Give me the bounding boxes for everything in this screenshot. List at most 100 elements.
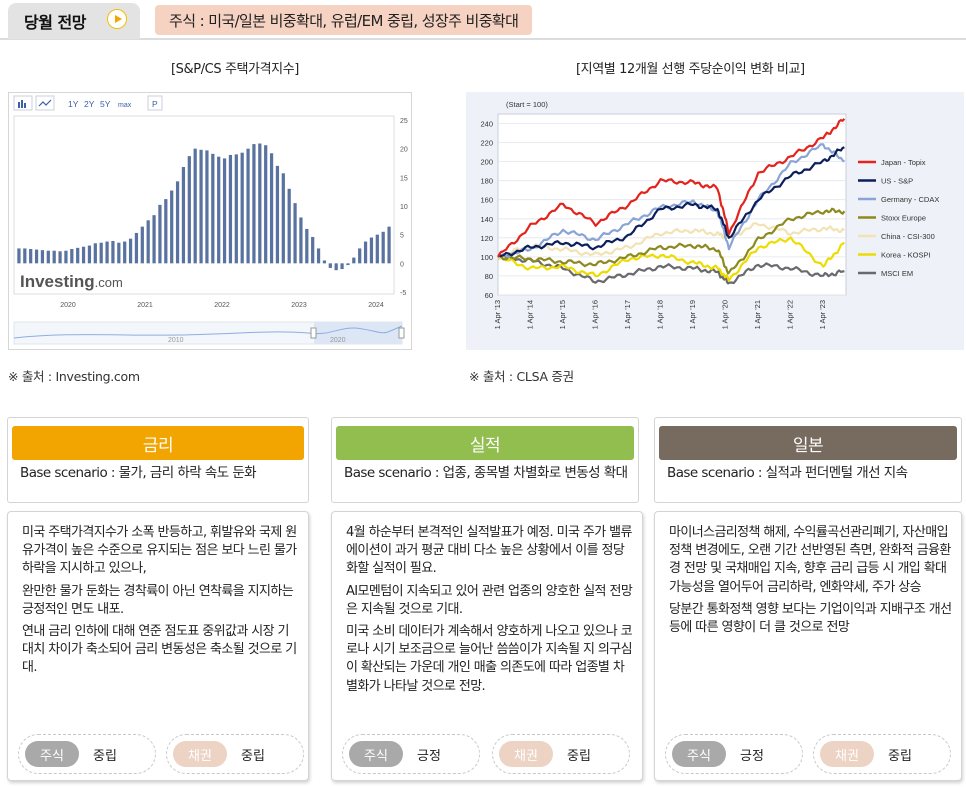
play-icon[interactable]	[107, 9, 127, 29]
card-rates-title: 금리	[12, 426, 304, 460]
bar	[175, 181, 180, 264]
bar	[134, 232, 139, 264]
bar-chart-icon-bar	[21, 100, 23, 108]
bar	[29, 249, 33, 264]
bar	[346, 263, 350, 266]
bar	[328, 263, 332, 268]
bar	[187, 156, 191, 264]
bond-chip: 채권	[820, 741, 874, 767]
x-tick-label: 1 Apr '15	[558, 300, 567, 329]
navigator-window[interactable]	[314, 322, 402, 344]
stock-view-tag: 주식 중립	[18, 734, 156, 774]
bar	[199, 149, 203, 264]
bond-view-value: 중립	[241, 748, 265, 764]
x-tick-label: 1 Apr '21	[753, 300, 762, 329]
navigator-handle-left[interactable]	[310, 327, 317, 339]
legend-label: Korea - KOSPI	[881, 251, 931, 260]
y-tick-label: 240	[480, 120, 493, 129]
bar	[193, 148, 197, 264]
card-paragraph: 완만한 물가 둔화는 경착륙이 아닌 연착륙을 지지하는 긍정적인 면도 내포.	[22, 583, 294, 617]
x-tick-label: 1 Apr '18	[656, 300, 665, 329]
range-1y-button[interactable]: 1Y	[68, 99, 79, 109]
card-japan-title: 일본	[659, 426, 957, 460]
y-tick-label: 220	[480, 139, 493, 148]
bond-view-tag: 채권 중립	[492, 734, 630, 774]
stock-view-tag: 주식 긍정	[665, 734, 803, 774]
stock-view-value: 긍정	[417, 748, 441, 764]
y-axis: 240 220 200 180 160 140 120 100 80 60	[480, 120, 493, 301]
bar	[369, 237, 374, 264]
bar	[387, 226, 391, 264]
line-chart-icon[interactable]	[35, 95, 55, 111]
y-tick-label: 60	[485, 291, 493, 300]
x-tick-label: 2024	[368, 302, 384, 309]
bar	[52, 250, 56, 264]
bar	[217, 156, 221, 264]
y-axis: 25 20 15 10 5 0 -5	[400, 118, 408, 297]
x-tick-label: 1 Apr '16	[591, 300, 600, 329]
bar	[246, 148, 250, 264]
card-japan-text: 마이너스금리정책 해제, 수익률곡선관리폐기, 자산매입정책 변경에도, 오랜 …	[669, 524, 953, 641]
bar	[316, 248, 321, 264]
card-paragraph: 당분간 통화정책 영향 보다는 기업이익과 지배구조 개선 등에 따른 영향이 …	[669, 601, 952, 636]
bar	[258, 143, 262, 264]
card-paragraph: 미국 주택가격지수가 소폭 반등하고, 휘발유와 국제 원유가격이 높은 수준으…	[22, 525, 297, 577]
bar	[311, 236, 315, 264]
stock-chip: 주식	[25, 741, 79, 767]
bar-series	[17, 143, 391, 271]
bar	[93, 243, 97, 264]
bar	[375, 234, 379, 264]
x-tick-label: 2023	[291, 302, 307, 309]
bar-chart-icon-bar	[24, 103, 26, 108]
series-line-china-csi-300	[497, 222, 846, 260]
stock-view-value: 중립	[93, 748, 117, 764]
bar	[181, 167, 186, 264]
series-line-us-s-p	[497, 146, 845, 258]
series-line-stoxx-europe	[497, 207, 846, 275]
x-tick-label: 1 Apr '22	[786, 300, 795, 329]
pin-button-label: P	[152, 99, 158, 109]
left-chart-source: ※ 출처 : Investing.com	[8, 369, 140, 384]
stock-view-value: 긍정	[740, 748, 764, 764]
range-2y-button[interactable]: 2Y	[84, 99, 95, 109]
bar-chart-icon-bar	[18, 102, 20, 108]
bar	[264, 145, 268, 264]
range-navigator[interactable]: 2010 2020	[13, 321, 405, 345]
bar	[234, 154, 238, 264]
bar	[305, 228, 309, 264]
card-earnings-header: 실적 Base scenario : 업종, 종목별 차별화로 변동성 확대	[331, 417, 639, 503]
bar	[58, 251, 62, 264]
series-line-msci-em	[497, 254, 845, 285]
tab-label: 당월 전망	[24, 13, 86, 32]
pin-button[interactable]	[147, 95, 163, 111]
bar	[240, 152, 244, 264]
bar	[152, 215, 156, 264]
bond-view-value: 중립	[567, 748, 591, 764]
series-line-germany-cdax	[497, 143, 846, 259]
bar	[299, 217, 303, 264]
bar	[158, 204, 162, 264]
left-chart-title: [S&P/CS 주택가격지수]	[171, 62, 299, 77]
x-tick-label: 1 Apr '17	[623, 300, 632, 329]
range-max-button[interactable]: max	[118, 102, 132, 109]
legend-label: MSCI EM	[881, 269, 913, 278]
x-tick-label: 2022	[214, 302, 230, 309]
legend: Japan - Topix US - S&P Germany - CDAX Stoxx…	[858, 158, 939, 278]
bar	[140, 226, 144, 264]
bar	[252, 144, 256, 264]
card-rates-body: 미국 주택가격지수가 소폭 반등하고, 휘발유와 국제 원유가격이 높은 수준으…	[7, 511, 309, 781]
bar	[17, 248, 21, 264]
y-tick-label: 10	[400, 204, 408, 211]
y-tick-label: 140	[480, 215, 493, 224]
y-tick-label: 100	[480, 253, 493, 262]
navigator-handle-right[interactable]	[398, 327, 405, 339]
card-japan-header: 일본 Base scenario : 실적과 펀더멘털 개선 지속	[654, 417, 962, 503]
bar	[76, 247, 80, 264]
bar	[340, 263, 344, 270]
range-5y-button[interactable]: 5Y	[100, 99, 111, 109]
card-earnings-body: 4월 하순부터 본격적인 실적발표가 예정. 미국 주가 밸류에이션이 과거 평…	[331, 511, 643, 781]
stock-chip: 주식	[672, 741, 726, 767]
y-tick-label: -5	[400, 290, 406, 297]
y-tick-label: 5	[400, 233, 404, 240]
card-earnings-title: 실적	[336, 426, 634, 460]
